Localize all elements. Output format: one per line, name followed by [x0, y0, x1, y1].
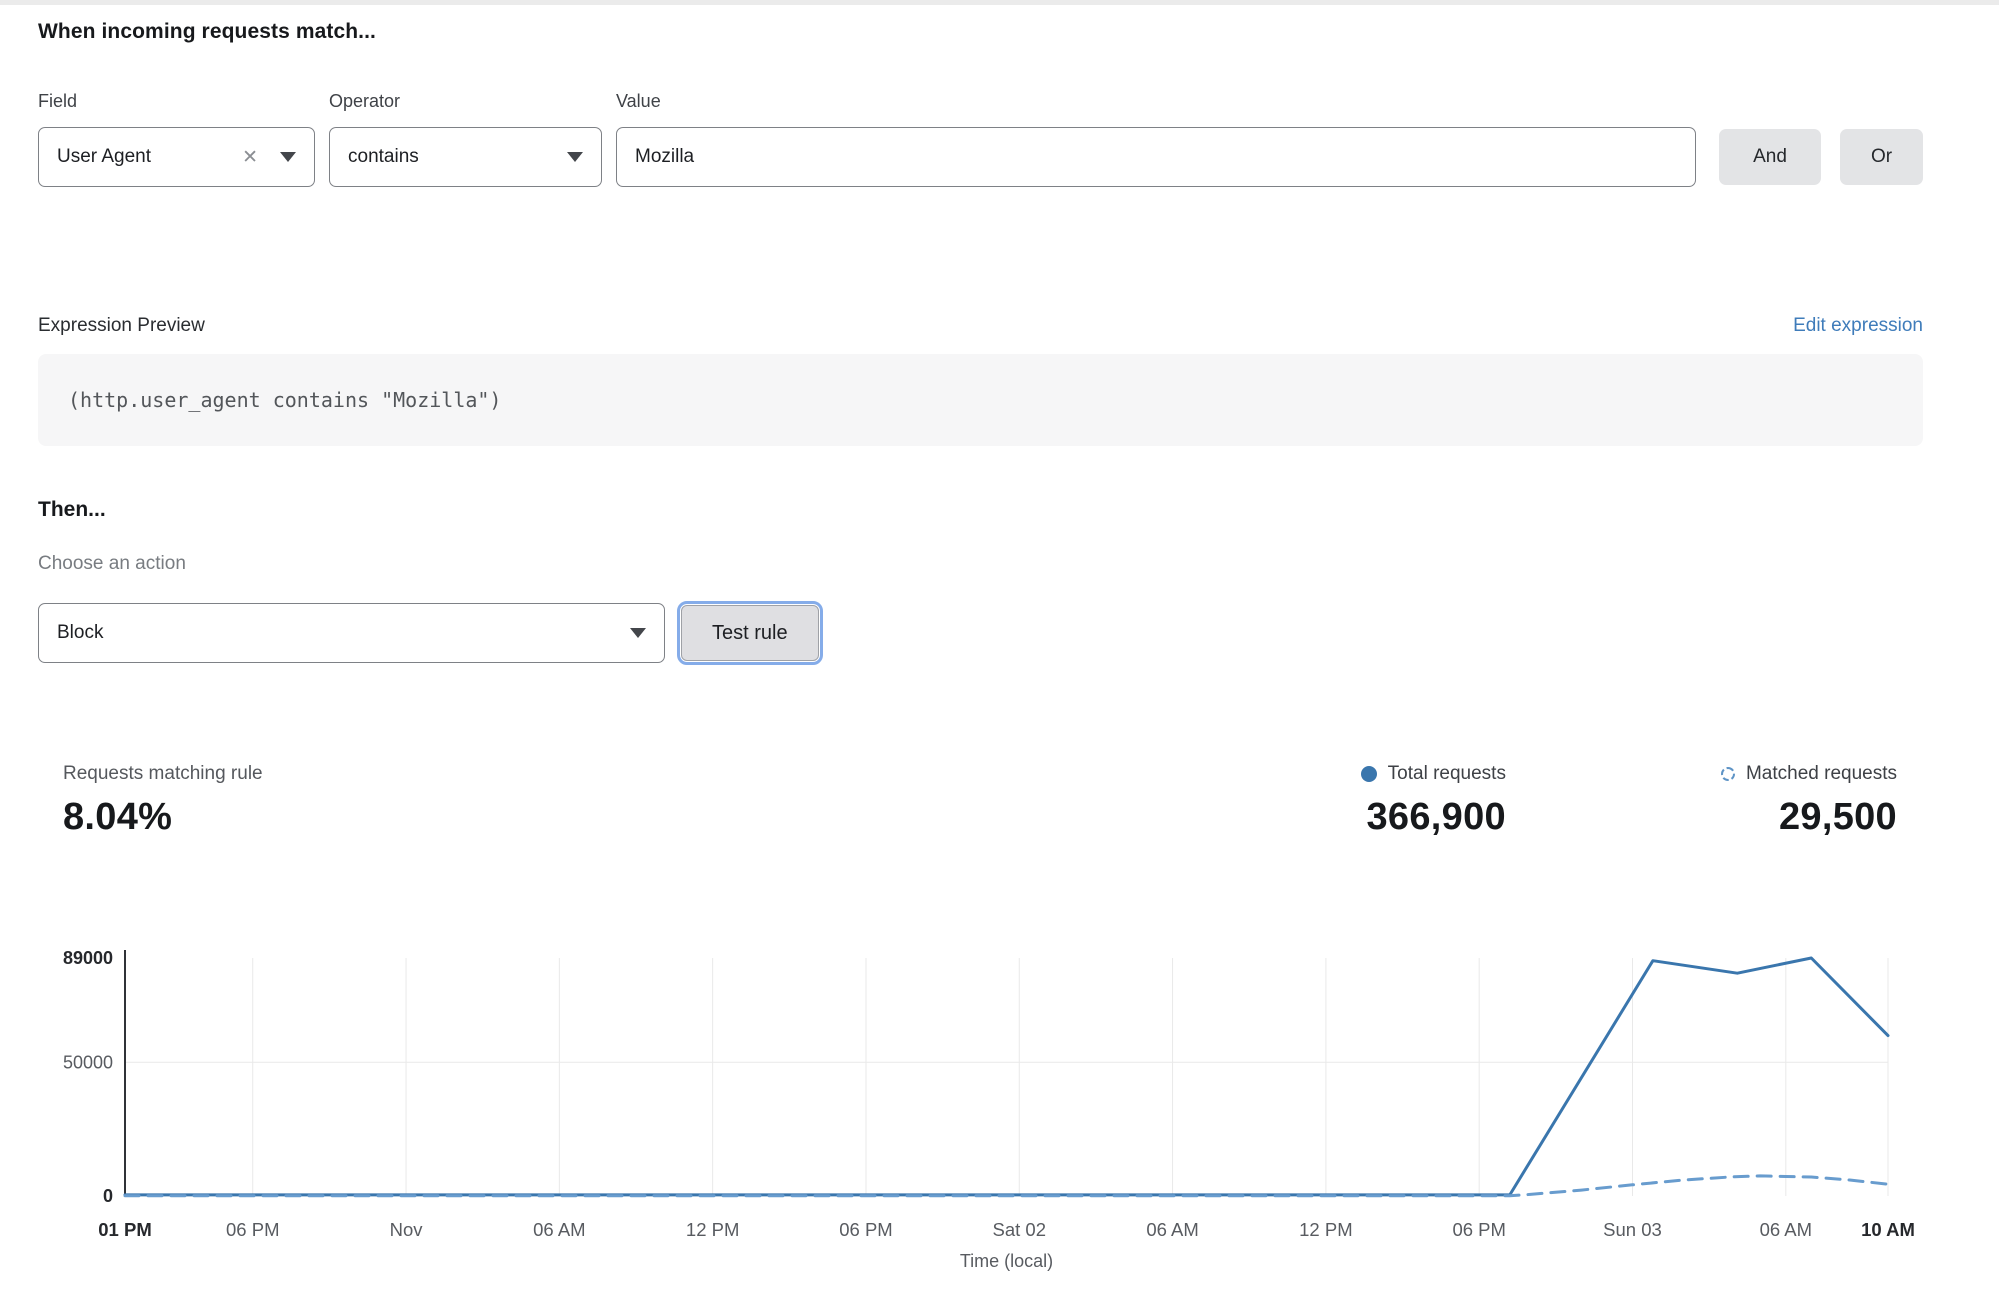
total-requests-label: Total requests — [1387, 763, 1506, 784]
firewall-rule-page: When incoming requests match... Field Us… — [0, 5, 1999, 1284]
x-tick-label: Sun 03 — [1603, 1219, 1662, 1240]
requests-chart: 89000 50000 0 01 PM 06 PM Nov 06 AM 12 PM 06 PM S… — [63, 948, 1915, 1271]
legend-stats-group: Total requests 366,900 Matched requests … — [1360, 763, 1897, 839]
field-select-icons: ✕ — [242, 148, 296, 167]
x-tick-label: 12 PM — [1299, 1219, 1352, 1240]
total-requests-value: 366,900 — [1366, 796, 1506, 838]
x-tick-label: 06 PM — [839, 1219, 892, 1240]
x-axis-title: Time (local) — [960, 1251, 1053, 1271]
value-label: Value — [616, 91, 661, 111]
requests-matching-stat: Requests matching rule 8.04% — [63, 763, 263, 839]
x-tick-label: 06 AM — [533, 1219, 585, 1240]
choose-action-label: Choose an action — [38, 553, 186, 574]
y-tick-label: 89000 — [63, 948, 113, 968]
or-button[interactable]: Or — [1840, 129, 1923, 185]
requests-matching-value: 8.04% — [63, 796, 173, 838]
x-tick-label: 10 AM — [1861, 1219, 1915, 1240]
x-tick-label: 06 AM — [1146, 1219, 1198, 1240]
matched-requests-label-row: Matched requests — [1720, 763, 1897, 785]
x-tick-label: 01 PM — [98, 1219, 151, 1240]
matched-requests-label: Matched requests — [1745, 763, 1897, 784]
value-field-wrap — [616, 127, 1696, 187]
operator-label: Operator — [329, 91, 401, 111]
y-tick-label: 50000 — [63, 1052, 113, 1072]
series-line-dashed — [123, 1174, 1890, 1198]
rule-builder-row: Field User Agent ✕ Operator contains Val… — [38, 90, 1923, 187]
chevron-down-icon — [567, 152, 583, 162]
x-tick-label: Sat 02 — [993, 1219, 1047, 1240]
chevron-down-icon — [630, 628, 646, 638]
x-tick-label: 12 PM — [686, 1219, 739, 1240]
x-tick-label: 06 PM — [226, 1219, 279, 1240]
total-requests-label-row: Total requests — [1360, 763, 1506, 785]
x-tick-label: 06 PM — [1452, 1219, 1505, 1240]
edit-expression-link[interactable]: Edit expression — [1793, 315, 1923, 336]
matched-requests-dashed-circle-icon — [1720, 767, 1735, 781]
operator-group: Operator contains — [329, 90, 602, 187]
series-line-solid — [123, 956, 1890, 1197]
then-title: Then... — [38, 498, 106, 521]
expression-header: Expression Preview Edit expression — [38, 315, 1923, 337]
matched-requests-stat: Matched requests 29,500 — [1720, 763, 1897, 839]
top-divider-strip — [0, 0, 1999, 5]
page-title: When incoming requests match... — [38, 20, 376, 43]
requests-matching-label: Requests matching rule — [63, 763, 263, 784]
action-select-value: Block — [57, 622, 104, 643]
field-select-value: User Agent — [57, 146, 151, 167]
test-rule-button[interactable]: Test rule — [677, 601, 823, 665]
operator-select[interactable]: contains — [329, 127, 602, 187]
x-tick-label: 06 AM — [1760, 1219, 1812, 1240]
action-select[interactable]: Block — [38, 603, 665, 663]
action-row: Block Test rule — [38, 601, 1923, 665]
operator-select-value: contains — [348, 146, 419, 167]
matched-requests-value: 29,500 — [1778, 796, 1897, 838]
chart-section: 89000 50000 0 01 PM 06 PM Nov 06 AM 12 PM 06 PM S… — [38, 939, 1923, 1284]
value-input[interactable] — [635, 128, 1677, 186]
expression-code: (http.user_agent contains "Mozilla") — [38, 354, 1923, 446]
total-requests-stat: Total requests 366,900 — [1360, 763, 1506, 839]
total-requests-dot-icon — [1360, 766, 1377, 782]
clear-field-icon[interactable]: ✕ — [242, 146, 258, 168]
value-group: Value — [616, 90, 1696, 187]
y-tick-label: 0 — [103, 1186, 113, 1206]
stats-row: Requests matching rule 8.04% Total reque… — [38, 763, 1923, 839]
field-group: Field User Agent ✕ — [38, 90, 315, 187]
chevron-down-icon — [280, 152, 296, 162]
expression-preview-label: Expression Preview — [38, 315, 205, 336]
x-tick-label: Nov — [390, 1219, 424, 1240]
field-label: Field — [38, 91, 78, 111]
and-button[interactable]: And — [1719, 129, 1821, 185]
field-select[interactable]: User Agent ✕ — [38, 127, 315, 187]
